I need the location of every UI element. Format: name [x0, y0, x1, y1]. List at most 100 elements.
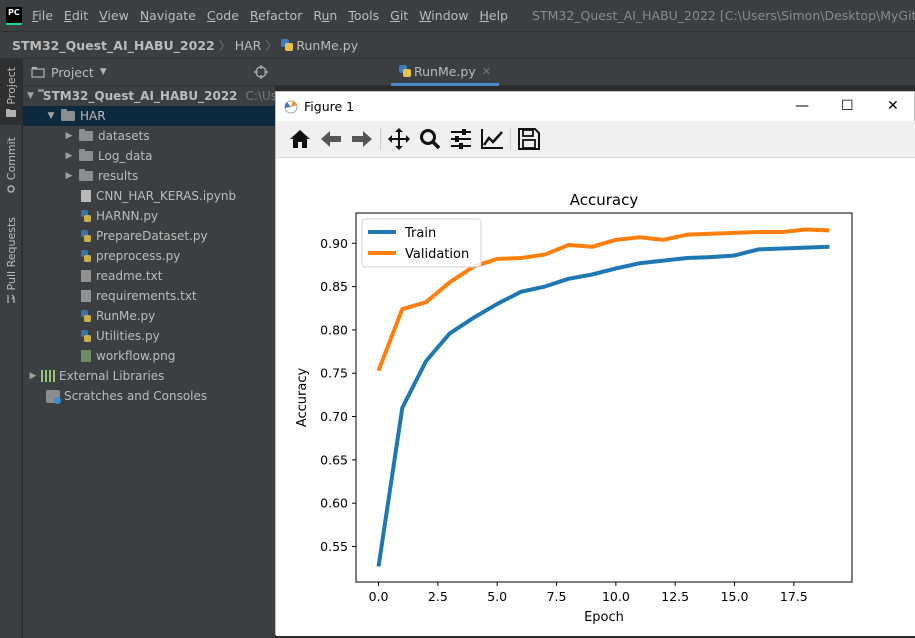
- breadcrumb-file[interactable]: RunMe.py: [296, 37, 359, 53]
- tool-window-commit-label: Commit: [4, 137, 18, 181]
- chart-title: Accuracy: [570, 191, 639, 209]
- tree-item-label: RunMe.py: [96, 309, 156, 323]
- folder-list: ▶ datasets ▶ Log_data ▶ results: [23, 126, 275, 186]
- tree-item-har[interactable]: ▼ HAR: [23, 106, 275, 126]
- y-tick-label: 0.70: [320, 409, 348, 424]
- locate-icon[interactable]: [254, 65, 268, 79]
- tree-item-folder[interactable]: ▶ datasets: [23, 126, 275, 146]
- toolbar-separator: [380, 128, 381, 150]
- y-tick-label: 0.60: [320, 496, 348, 511]
- forward-icon[interactable]: [349, 126, 375, 152]
- close-icon[interactable]: ✕: [481, 64, 491, 78]
- breadcrumb: STM32_Quest_AI_HABU_2022 〉 HAR 〉 RunMe.p…: [0, 31, 915, 59]
- home-icon[interactable]: [287, 126, 313, 152]
- menu-edit[interactable]: Edit: [63, 8, 89, 23]
- pan-icon[interactable]: [386, 126, 412, 152]
- maximize-window-icon[interactable]: ☐: [841, 98, 854, 114]
- breadcrumb-folder[interactable]: HAR: [234, 37, 262, 53]
- chevron-down-icon[interactable]: ▼: [27, 91, 34, 101]
- chevron-right-icon[interactable]: ▶: [65, 171, 73, 181]
- minimize-window-icon[interactable]: —: [795, 98, 809, 114]
- tree-item-external-libraries[interactable]: ▶ External Libraries: [23, 366, 275, 386]
- tool-window-project-label: Project: [4, 67, 18, 105]
- y-tick-label: 0.65: [320, 452, 348, 467]
- tree-item-label: Log_data: [98, 149, 153, 163]
- tree-item-scratches[interactable]: Scratches and Consoles: [23, 386, 275, 406]
- file-list: CNN_HAR_KERAS.ipynb HARNN.py PrepareDatase…: [23, 186, 275, 366]
- menu-help[interactable]: Help: [479, 8, 509, 23]
- figure-titlebar: Figure 1 — ☐ ✕: [276, 92, 914, 121]
- chevron-right-icon[interactable]: ▶: [65, 151, 73, 161]
- text-file-icon: [81, 290, 91, 302]
- save-icon[interactable]: [516, 126, 542, 152]
- y-tick-label: 0.85: [320, 279, 348, 294]
- python-file-icon: [399, 65, 411, 77]
- tree-item-file[interactable]: workflow.png: [23, 346, 275, 366]
- tree-item-file[interactable]: readme.txt: [23, 266, 275, 286]
- menu-tools[interactable]: Tools: [348, 8, 380, 23]
- series-line-validation: [376, 227, 830, 372]
- tree-item-label: External Libraries: [59, 369, 165, 383]
- pycharm-logo-icon: PC: [6, 6, 22, 25]
- menu-window[interactable]: Window: [419, 8, 469, 23]
- figure-title: Figure 1: [304, 99, 355, 114]
- menu-navigate[interactable]: Navigate: [139, 8, 196, 23]
- x-tick-label: 10.0: [602, 589, 630, 604]
- menu-refactor[interactable]: Refactor: [249, 8, 303, 23]
- image-file-icon: [81, 350, 91, 362]
- tree-item-file[interactable]: CNN_HAR_KERAS.ipynb: [23, 186, 275, 206]
- python-file-icon: [281, 39, 294, 51]
- menu-file[interactable]: File: [32, 8, 53, 23]
- x-tick-label: 0.0: [369, 589, 389, 604]
- x-tick-label: 7.5: [547, 589, 567, 604]
- folder-icon: [79, 169, 93, 181]
- menu-code[interactable]: Code: [206, 8, 239, 23]
- tree-item-folder[interactable]: ▶ results: [23, 166, 275, 186]
- breadcrumb-separator-icon: 〉: [218, 38, 231, 53]
- tree-item-file[interactable]: Utilities.py: [23, 326, 275, 346]
- close-window-icon[interactable]: ✕: [887, 98, 899, 114]
- folder-icon: [6, 108, 16, 117]
- back-icon[interactable]: [318, 126, 344, 152]
- tree-item-label: HARNN.py: [96, 209, 159, 223]
- zoom-icon[interactable]: [417, 126, 443, 152]
- chevron-down-icon[interactable]: ▼: [99, 67, 107, 77]
- x-axis-label: Epoch: [584, 610, 624, 625]
- tree-item-label: CNN_HAR_KERAS.ipynb: [96, 189, 237, 203]
- matplotlib-logo-icon: [284, 100, 298, 113]
- tool-window-commit[interactable]: Commit: [0, 137, 22, 194]
- tree-item-folder[interactable]: ▶ Log_data: [23, 146, 275, 166]
- project-panel-header: Project ▼: [23, 59, 378, 86]
- chevron-right-icon[interactable]: ▶: [65, 131, 73, 141]
- tree-item-label: PrepareDataset.py: [96, 229, 208, 243]
- tree-item-label: preprocess.py: [96, 249, 181, 263]
- configure-subplots-icon[interactable]: [448, 126, 474, 152]
- project-folder-icon: [31, 67, 45, 78]
- tree-item-file[interactable]: RunMe.py: [23, 306, 275, 326]
- tree-item-root[interactable]: ▼ STM32_Quest_AI_HABU_2022 C:\Us: [23, 86, 277, 106]
- tree-item-file[interactable]: preprocess.py: [23, 246, 275, 266]
- tree-item-file[interactable]: HARNN.py: [23, 206, 275, 226]
- edit-axis-icon[interactable]: [479, 126, 505, 152]
- accuracy-chart: Accuracy 0.0 2.5 5.0 7.5 10.0 12.5 15.0 17.5 0.55…: [295, 191, 853, 625]
- project-panel: Project ▼ ▼ STM32_Quest_AI_HABU_2022 C:\…: [23, 59, 378, 638]
- tool-window-project[interactable]: Project: [0, 59, 22, 125]
- menu-run[interactable]: Run: [313, 8, 338, 23]
- tree-item-file[interactable]: requirements.txt: [23, 286, 275, 306]
- tree-item-label: STM32_Quest_AI_HABU_2022: [42, 89, 238, 103]
- y-tick-label: 0.90: [320, 236, 348, 251]
- tree-item-file[interactable]: PrepareDataset.py: [23, 226, 275, 246]
- tree-item-label: HAR: [80, 109, 106, 123]
- project-panel-title[interactable]: Project: [51, 64, 94, 80]
- breadcrumb-project[interactable]: STM32_Quest_AI_HABU_2022: [12, 37, 215, 53]
- menu-view[interactable]: View: [99, 8, 129, 23]
- tool-window-pull-requests[interactable]: Pull Requests: [0, 217, 22, 304]
- menu-items: File Edit View Navigate Code Refactor Run Tools…: [32, 8, 519, 23]
- text-file-icon: [81, 270, 91, 282]
- chevron-right-icon[interactable]: ▶: [29, 371, 37, 381]
- chevron-down-icon[interactable]: ▼: [47, 111, 55, 121]
- menu-git[interactable]: Git: [390, 8, 409, 23]
- tab-runme[interactable]: RunMe.py ✕: [391, 59, 499, 86]
- folder-icon: [79, 129, 93, 141]
- y-tick-label: 0.80: [320, 322, 348, 337]
